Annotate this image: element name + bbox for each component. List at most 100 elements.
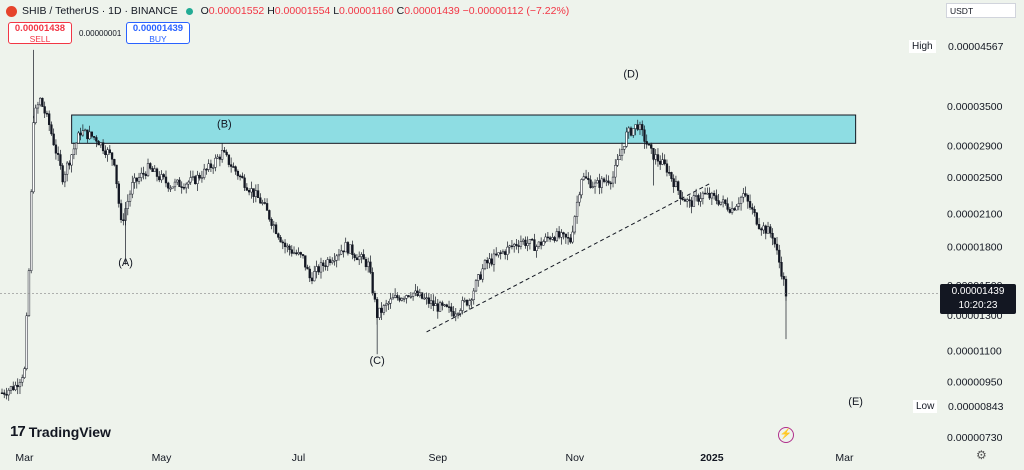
last-price-value: 0.00001439 bbox=[951, 286, 1005, 297]
candle-body bbox=[295, 252, 298, 255]
candle-body bbox=[349, 244, 352, 254]
candle-body bbox=[261, 202, 264, 204]
sell-button[interactable]: 0.00001438 SELL bbox=[8, 22, 72, 44]
candle-body bbox=[465, 299, 469, 306]
candle-body bbox=[501, 251, 505, 254]
candle-body bbox=[623, 146, 626, 150]
candle-body bbox=[672, 178, 675, 188]
candle-body bbox=[268, 210, 271, 220]
candle-body bbox=[50, 124, 53, 135]
candle-body bbox=[668, 172, 671, 174]
candle-body bbox=[443, 304, 446, 306]
candle-body bbox=[715, 195, 718, 201]
buy-button[interactable]: 0.00001439 BUY bbox=[126, 22, 190, 44]
currency-select[interactable]: USDT bbox=[946, 3, 1016, 18]
candle-body bbox=[735, 206, 738, 211]
candle-body bbox=[207, 163, 210, 170]
candle-body bbox=[665, 163, 669, 173]
candle-body bbox=[95, 137, 98, 142]
candle-body bbox=[3, 392, 6, 395]
candle-body bbox=[447, 306, 451, 308]
candle-body bbox=[182, 187, 186, 189]
candle-body bbox=[454, 313, 457, 317]
candle-body bbox=[582, 176, 585, 180]
candle-body bbox=[553, 237, 556, 241]
candle-body bbox=[70, 154, 73, 166]
candle-body bbox=[681, 198, 684, 200]
candle-body bbox=[753, 208, 756, 214]
candle-body bbox=[317, 266, 320, 273]
candle-body bbox=[369, 261, 372, 273]
candle-body bbox=[717, 200, 720, 205]
candle-body bbox=[712, 193, 716, 196]
candle-body bbox=[393, 295, 397, 298]
candle-body bbox=[508, 245, 511, 248]
candle-body bbox=[131, 182, 134, 195]
candle-body bbox=[77, 132, 80, 144]
candle-body bbox=[196, 174, 199, 185]
candle-body bbox=[137, 177, 141, 182]
low-value: 0.00000843 bbox=[948, 401, 1004, 413]
candle-body bbox=[490, 258, 493, 265]
candle-body bbox=[533, 239, 536, 251]
candle-body bbox=[726, 203, 729, 210]
candle-body bbox=[286, 245, 289, 248]
candle-body bbox=[324, 265, 327, 268]
candle-body bbox=[607, 180, 610, 184]
market-status-icon bbox=[185, 7, 193, 15]
candle-body bbox=[627, 127, 630, 133]
candle-body bbox=[429, 300, 433, 304]
candle-body bbox=[16, 384, 19, 388]
candle-body bbox=[277, 233, 280, 238]
candle-body bbox=[762, 225, 765, 231]
candle-body bbox=[699, 198, 702, 202]
candle-body bbox=[751, 207, 754, 210]
candle-body bbox=[158, 176, 161, 181]
high-label: High bbox=[909, 40, 936, 53]
settings-gear-icon[interactable]: ⚙ bbox=[976, 448, 987, 462]
candle-body bbox=[571, 231, 574, 243]
lightning-icon[interactable]: ⚡ bbox=[778, 427, 794, 443]
candle-body bbox=[236, 171, 240, 177]
candle-body bbox=[342, 250, 345, 253]
candle-body bbox=[546, 236, 550, 239]
candle-body bbox=[434, 303, 437, 306]
candle-body bbox=[245, 187, 249, 191]
candle-body bbox=[153, 168, 156, 172]
candle-body bbox=[340, 250, 343, 255]
candle-body bbox=[25, 315, 28, 369]
candle-body bbox=[418, 292, 421, 296]
candle-body bbox=[337, 253, 341, 257]
candle-body bbox=[755, 212, 758, 225]
candle-body bbox=[209, 163, 213, 168]
candle-body bbox=[164, 176, 168, 184]
candle-body bbox=[234, 166, 237, 172]
x-tick-label: 2025 bbox=[700, 452, 724, 464]
candle-body bbox=[292, 252, 296, 254]
candle-body bbox=[679, 190, 682, 199]
wave-label: (C) bbox=[370, 355, 385, 367]
candle-body bbox=[479, 274, 482, 280]
candle-body bbox=[115, 164, 118, 185]
candle-body bbox=[146, 163, 150, 177]
candle-body bbox=[477, 274, 480, 281]
tradingview-logo[interactable]: 17 TradingView bbox=[10, 423, 111, 440]
candle-body bbox=[180, 186, 183, 188]
candle-body bbox=[373, 293, 377, 300]
candle-body bbox=[65, 162, 69, 175]
candle-body bbox=[200, 177, 204, 179]
candle-body bbox=[194, 176, 197, 185]
candle-body bbox=[223, 149, 226, 153]
candle-body bbox=[101, 142, 105, 152]
symbol-title[interactable]: SHIB / TetherUS · 1D · BINANCE bbox=[22, 5, 178, 17]
resistance-zone bbox=[71, 114, 857, 144]
candle-body bbox=[86, 129, 89, 140]
candle-body bbox=[638, 124, 642, 130]
candle-body bbox=[39, 97, 42, 106]
y-tick-label: 0.00003500 bbox=[947, 101, 1003, 113]
candle-body bbox=[650, 144, 653, 149]
candle-body bbox=[708, 192, 711, 199]
candle-body bbox=[609, 182, 612, 185]
candle-body bbox=[30, 191, 33, 271]
